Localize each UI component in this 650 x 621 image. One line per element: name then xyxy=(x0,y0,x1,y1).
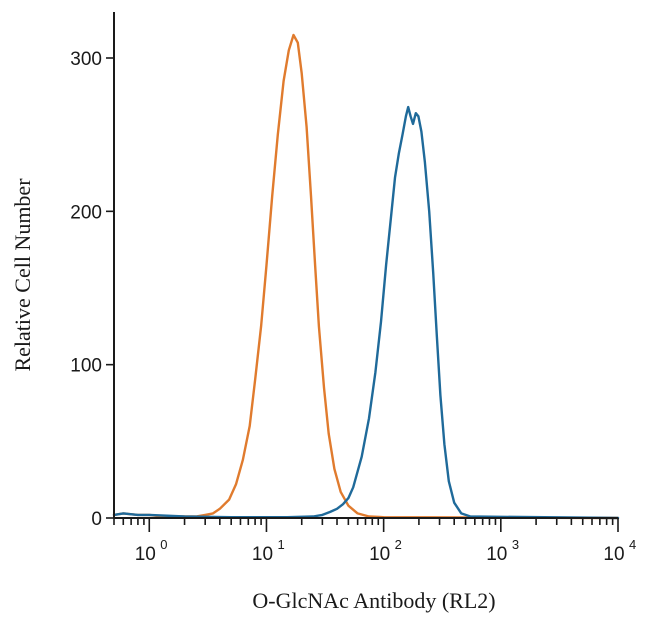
x-axis-title: O-GlcNAc Antibody (RL2) xyxy=(252,588,495,613)
y-tick-label: 100 xyxy=(70,356,102,377)
series-line-1 xyxy=(112,33,620,520)
x-tick-label: 10 xyxy=(486,544,507,565)
x-tick-label: 10 xyxy=(369,544,390,565)
series-line-2 xyxy=(112,105,620,520)
series-layer xyxy=(112,33,620,520)
x-tick-exponent: 3 xyxy=(512,537,519,552)
x-tick-exponent: 0 xyxy=(160,537,167,552)
y-tick-label: 200 xyxy=(70,202,102,223)
x-tick-label: 10 xyxy=(135,544,156,565)
x-tick-label: 10 xyxy=(603,544,624,565)
x-tick-exponent: 1 xyxy=(277,537,284,552)
x-tick-exponent: 2 xyxy=(395,537,402,552)
y-tick-label: 300 xyxy=(70,49,102,70)
x-tick-label: 10 xyxy=(252,544,273,565)
x-tick-exponent: 4 xyxy=(629,537,636,552)
y-tick-label: 0 xyxy=(91,509,102,530)
y-axis-title: Relative Cell Number xyxy=(10,178,35,372)
